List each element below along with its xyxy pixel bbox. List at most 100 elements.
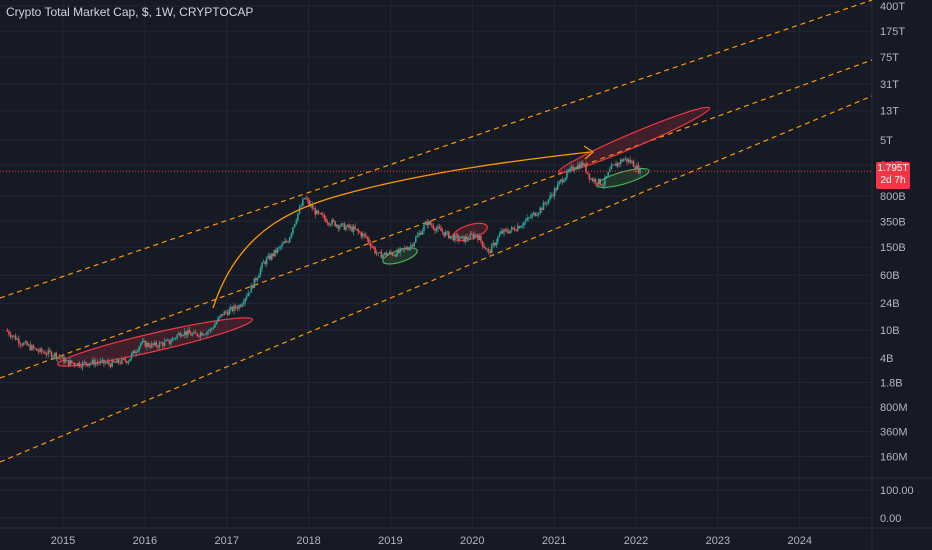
candle-body[interactable] xyxy=(578,164,581,169)
candle-body[interactable] xyxy=(335,224,338,227)
candle-body[interactable] xyxy=(242,302,245,305)
candle-body[interactable] xyxy=(424,222,427,226)
candle-body[interactable] xyxy=(569,168,571,172)
candle-body[interactable] xyxy=(631,161,633,163)
candle-body[interactable] xyxy=(258,274,260,278)
candle-body[interactable] xyxy=(527,217,530,219)
candle-body[interactable] xyxy=(40,348,43,352)
candle-body[interactable] xyxy=(19,343,22,345)
candle-body[interactable] xyxy=(632,161,635,167)
candle-body[interactable] xyxy=(44,352,46,355)
candle-body[interactable] xyxy=(290,233,293,238)
candle-body[interactable] xyxy=(555,188,557,190)
candle-body[interactable] xyxy=(83,361,86,363)
candle-body[interactable] xyxy=(135,351,137,354)
candle-body[interactable] xyxy=(146,342,148,348)
candle-body[interactable] xyxy=(618,162,620,164)
candle-body[interactable] xyxy=(141,340,144,344)
candle-body[interactable] xyxy=(306,199,309,200)
candle-body[interactable] xyxy=(225,311,227,313)
candle-body[interactable] xyxy=(486,249,488,251)
candle-body[interactable] xyxy=(388,251,391,254)
candle-body[interactable] xyxy=(37,350,40,352)
candle-body[interactable] xyxy=(60,357,62,359)
candle-body[interactable] xyxy=(609,169,611,173)
candle-body[interactable] xyxy=(202,334,205,336)
candle-body[interactable] xyxy=(577,164,579,169)
candle-body[interactable] xyxy=(271,253,274,257)
candle-body[interactable] xyxy=(168,339,171,344)
candle-body[interactable] xyxy=(634,166,636,170)
candle-body[interactable] xyxy=(612,164,614,166)
candle-body[interactable] xyxy=(536,214,538,216)
candle-body[interactable] xyxy=(314,208,317,215)
candle-body[interactable] xyxy=(405,247,408,250)
candle-body[interactable] xyxy=(549,195,551,200)
candle-body[interactable] xyxy=(585,164,587,173)
candle-body[interactable] xyxy=(163,341,166,346)
candle-body[interactable] xyxy=(416,235,419,238)
candle-body[interactable] xyxy=(383,252,386,255)
candle-body[interactable] xyxy=(626,158,628,162)
candle-body[interactable] xyxy=(446,231,449,233)
candle-body[interactable] xyxy=(517,226,519,231)
candle-body[interactable] xyxy=(217,318,219,322)
candle-body[interactable] xyxy=(477,235,479,240)
candle-body[interactable] xyxy=(627,159,630,162)
candle-body[interactable] xyxy=(204,334,207,336)
candle-body[interactable] xyxy=(484,247,487,250)
candle-body[interactable] xyxy=(99,360,102,364)
candle-body[interactable] xyxy=(325,218,327,223)
candle-body[interactable] xyxy=(132,350,134,354)
candle-body[interactable] xyxy=(101,359,104,361)
candle-body[interactable] xyxy=(542,202,545,211)
candle-body[interactable] xyxy=(451,235,453,237)
candle-body[interactable] xyxy=(408,247,411,250)
candle-body[interactable] xyxy=(411,245,414,247)
candle-body[interactable] xyxy=(199,332,202,337)
candle-body[interactable] xyxy=(270,253,273,260)
candle-body[interactable] xyxy=(444,231,447,236)
candle-body[interactable] xyxy=(366,236,369,239)
candle-body[interactable] xyxy=(390,251,392,254)
candle-body[interactable] xyxy=(69,360,71,366)
candle-body[interactable] xyxy=(42,351,45,353)
accumulation-zone-ellipse[interactable] xyxy=(595,165,650,191)
candle-body[interactable] xyxy=(22,342,25,346)
candle-body[interactable] xyxy=(278,247,280,249)
candle-body[interactable] xyxy=(281,244,283,247)
candle-body[interactable] xyxy=(326,222,329,224)
candle-body[interactable] xyxy=(334,221,336,227)
candle-body[interactable] xyxy=(387,253,389,256)
candle-body[interactable] xyxy=(355,229,358,230)
candle-body[interactable] xyxy=(481,241,484,247)
candle-body[interactable] xyxy=(427,221,430,225)
candle-body[interactable] xyxy=(17,338,20,344)
candle-body[interactable] xyxy=(550,195,553,196)
candle-body[interactable] xyxy=(127,361,130,363)
candle-body[interactable] xyxy=(112,360,115,363)
candle-body[interactable] xyxy=(357,229,359,232)
candle-body[interactable] xyxy=(221,314,224,316)
candle-body[interactable] xyxy=(375,252,378,254)
distribution-zone-ellipse[interactable] xyxy=(556,102,712,179)
candle-body[interactable] xyxy=(13,335,15,337)
candle-body[interactable] xyxy=(287,241,289,243)
candle-body[interactable] xyxy=(605,176,608,178)
candle-body[interactable] xyxy=(590,178,592,180)
candle-body[interactable] xyxy=(133,350,136,354)
candle-body[interactable] xyxy=(27,344,30,346)
candle-body[interactable] xyxy=(545,203,548,205)
candle-body[interactable] xyxy=(537,212,540,215)
candle-body[interactable] xyxy=(338,226,341,229)
candle-body[interactable] xyxy=(407,249,409,250)
candle-body[interactable] xyxy=(394,254,397,257)
candle-body[interactable] xyxy=(248,292,251,294)
candle-body[interactable] xyxy=(96,362,99,363)
candle-body[interactable] xyxy=(475,234,478,236)
candle-body[interactable] xyxy=(155,342,158,346)
candle-body[interactable] xyxy=(396,249,398,257)
candle-body[interactable] xyxy=(570,166,573,169)
candle-body[interactable] xyxy=(91,359,94,364)
candle-body[interactable] xyxy=(345,226,347,230)
